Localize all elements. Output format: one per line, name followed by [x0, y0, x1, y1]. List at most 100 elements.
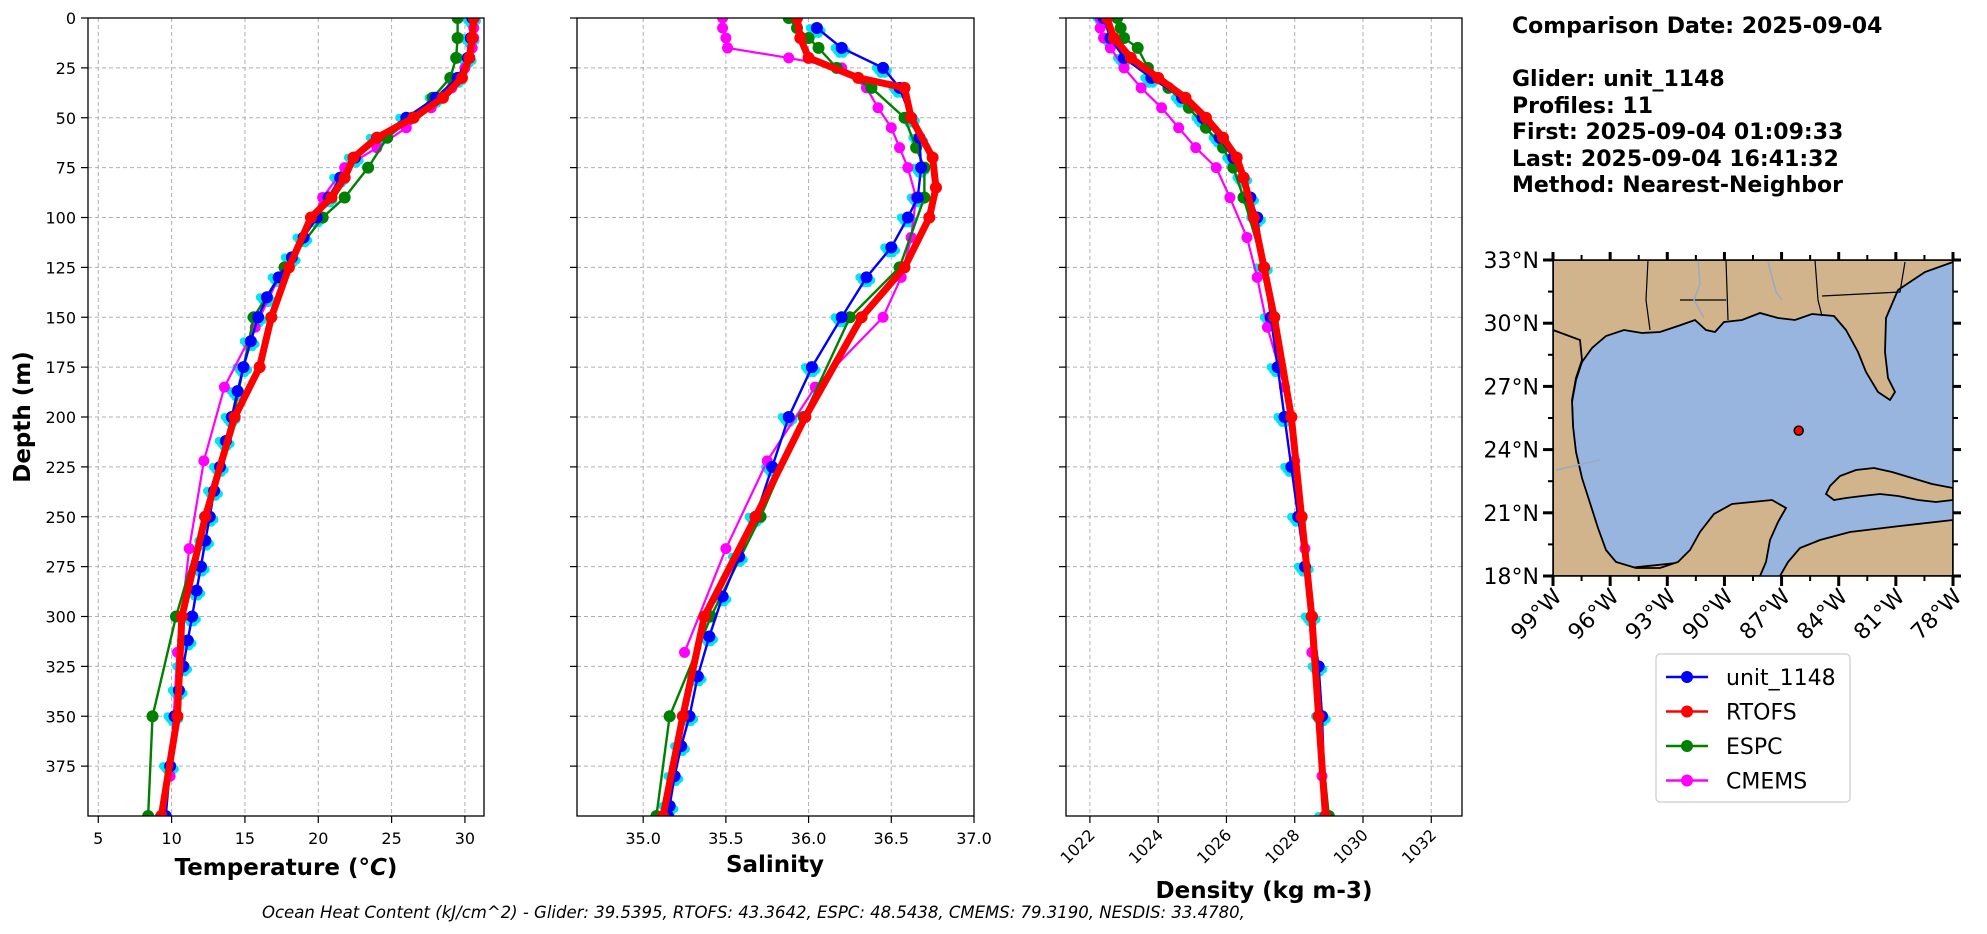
legend-frame: [1655, 653, 1851, 803]
data-point: [1241, 231, 1253, 243]
data-point: [923, 211, 936, 224]
glider-info: Comparison Date: 2025-09-04 Glider: unit_…: [1512, 14, 1882, 200]
x-tick-label: 37.0: [956, 829, 992, 848]
salinity-x-ticks: 35.0 35.5 36.0 36.5 37.0: [625, 816, 992, 848]
y-tick-label: 175: [45, 358, 76, 377]
x-tick-label: 5: [93, 829, 103, 848]
temperature-series: [142, 18, 482, 826]
data-point: [1285, 411, 1298, 423]
x-tick-label: 35.0: [625, 829, 661, 848]
data-point: [171, 710, 184, 723]
data-point: [1156, 102, 1168, 114]
lon-tick-label: 84°W: [1792, 584, 1853, 645]
series-line: [683, 18, 918, 653]
data-point: [265, 311, 278, 324]
lat-tick-label: 33°N: [1484, 249, 1539, 274]
map-borders: [1645, 260, 1906, 331]
salinity-series: [650, 18, 942, 826]
data-point: [436, 91, 449, 104]
x-tick-label: 35.5: [708, 829, 744, 848]
series-rtofs: [155, 18, 480, 816]
legend-label: ESPC: [1726, 735, 1783, 760]
method: Method: Nearest-Neighbor: [1512, 173, 1843, 198]
series-cmems: [679, 18, 922, 658]
lat-tick-label: 30°N: [1484, 312, 1539, 337]
data-point: [805, 361, 818, 374]
ohc-summary: Ocean Heat Content (kJ/cm^2) - Glider: 3…: [262, 903, 1245, 922]
data-point: [347, 151, 360, 164]
data-point: [1210, 162, 1222, 174]
data-point: [456, 71, 468, 84]
data-point: [1268, 311, 1281, 324]
density-y-ticks: [1059, 17, 1066, 767]
data-point: [237, 361, 250, 374]
data-point: [1230, 151, 1243, 164]
legend-marker: [1681, 671, 1693, 683]
x-tick-label: 25: [381, 829, 401, 848]
data-point: [663, 710, 676, 723]
data-point: [198, 455, 210, 467]
data-point: [812, 41, 825, 54]
data-point: [218, 381, 230, 393]
data-point: [802, 51, 815, 64]
data-point: [1114, 21, 1127, 34]
series-rtofs: [1100, 18, 1332, 816]
data-point: [749, 510, 762, 523]
data-point: [717, 18, 729, 24]
glider-position-marker: [1793, 425, 1804, 436]
data-point: [146, 710, 159, 723]
gulf-map: 18°N 21°N 24°N 27°N 30°N 33°N 99°W96°W93°W90°W…: [1484, 249, 1968, 645]
data-point: [679, 646, 691, 658]
data-point: [260, 291, 273, 304]
data-point: [911, 191, 924, 204]
data-point: [835, 41, 848, 54]
y-tick-label: 250: [45, 508, 76, 527]
data-point: [194, 560, 207, 573]
data-point: [231, 385, 244, 398]
density-x-ticks: 1022 1024 1026 1028 1030 1032: [1056, 816, 1440, 868]
data-point: [676, 710, 689, 723]
data-point: [1199, 111, 1212, 124]
glider-profile-point: [163, 818, 171, 826]
data-point: [877, 61, 890, 74]
data-point: [183, 543, 195, 555]
y-tick-label: 225: [45, 458, 76, 477]
series-line: [659, 18, 940, 816]
data-point: [181, 634, 194, 647]
data-point: [463, 51, 476, 64]
data-point: [657, 810, 670, 816]
data-point: [451, 18, 464, 24]
legend: unit_1148 RTOFS ESPC CMEMS: [1655, 653, 1851, 803]
data-point: [782, 411, 795, 423]
last-time: Last: 2025-09-04 16:41:32: [1512, 146, 1839, 172]
data-point: [901, 211, 914, 224]
map-rivers: [1555, 260, 1783, 471]
data-point: [799, 411, 812, 423]
y-tick-label: 375: [45, 757, 76, 776]
legend-item-unit_1148: unit_1148: [1666, 666, 1836, 691]
data-point: [902, 162, 914, 174]
x-tick-label: 15: [235, 829, 255, 848]
glider-profile-point: [666, 818, 674, 826]
lon-tick-label: 99°W: [1507, 584, 1568, 645]
first-time: First: 2025-09-04 01:09:33: [1512, 120, 1844, 145]
density-grid: [1066, 17, 1462, 816]
data-point: [877, 311, 889, 323]
data-point: [190, 584, 203, 597]
temperature-panel: 0 25 50 75 100 125 150 175 200 225 250 275 300 325 350…: [45, 9, 485, 848]
data-point: [783, 52, 795, 64]
legend-item-espc: ESPC: [1666, 735, 1783, 760]
data-point: [199, 510, 212, 523]
lat-tick-label: 21°N: [1484, 502, 1539, 527]
glider-profile-point: [159, 818, 167, 826]
data-point: [186, 610, 199, 623]
glider-profile-point: [1323, 818, 1331, 826]
data-point: [252, 311, 265, 324]
data-point: [898, 81, 911, 94]
data-point: [720, 543, 732, 555]
y-tick-label: 300: [45, 608, 76, 627]
legend-label: unit_1148: [1726, 666, 1836, 691]
data-point: [338, 191, 351, 204]
data-point: [1152, 71, 1165, 84]
